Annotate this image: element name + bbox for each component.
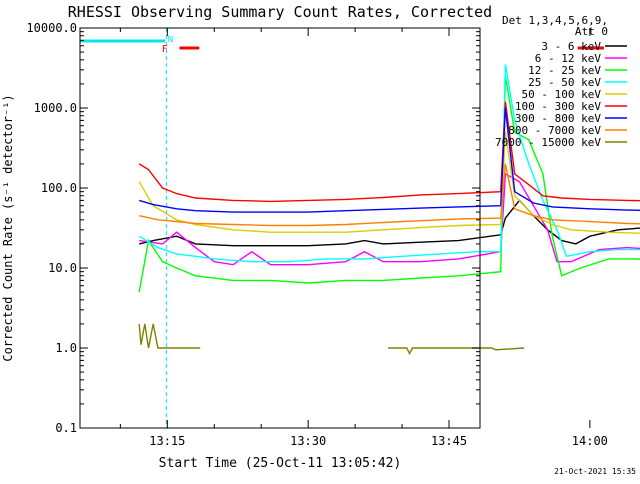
legend-label: 12 - 25 keV [528,64,601,77]
series-line-7000-15000-kev [388,347,525,356]
y-tick-label: 10.0 [48,261,77,275]
y-tick-label: 10000.0 [26,21,77,35]
series-line-3-6-kev [139,199,640,247]
legend-label: 6 - 12 keV [535,52,602,65]
legend-label: 100 - 300 keV [515,100,601,113]
y-axis-label: Corrected Count Rate (s⁻¹ detector⁻¹) [1,94,15,361]
series-line-300-800-kev [138,107,640,213]
legend-label: 3 - 6 keV [541,40,601,53]
x-tick-label: 13:15 [149,434,185,448]
legend-label: 300 - 800 keV [515,112,601,125]
y-tick-label: 100.0 [41,181,77,195]
series-line-7000-15000-kev [138,323,201,349]
chart-title: RHESSI Observing Summary Count Rates, Co… [68,3,492,21]
night-flag-label: N [168,35,173,45]
legend-header: Det 1,3,4,5,6,9, [502,14,608,27]
legend-label: 50 - 100 keV [522,88,602,101]
y-tick-label: 1.0 [55,341,77,355]
x-tick-label: 13:30 [290,434,326,448]
x-axis-label: Start Time (25-Oct-11 13:05:42) [159,456,402,471]
x-tick-label: 14:00 [572,434,608,448]
plot-area: NF [79,28,640,428]
series-line-25-50-kev [138,64,640,263]
x-tick-label: 13:45 [431,434,467,448]
series-line-50-100-kev [138,131,640,234]
y-axis: 0.1 1.0 10.0 100.0 1000.0 10000.0 [26,21,480,435]
legend-header: Att 0 [575,25,608,38]
legend-label: 800 - 7000 keV [508,124,601,137]
legend-label: 7000 - 15000 keV [495,136,601,149]
footer-date: 21-Oct-2021 15:35 [554,467,636,476]
plot-frame [79,27,481,429]
legend-label: 25 - 50 keV [528,76,601,89]
y-tick-label: 1000.0 [34,101,77,115]
flare-flag-label: F [162,44,168,55]
series-line-800-7000-kev [139,163,640,227]
y-tick-label: 0.1 [55,421,77,435]
